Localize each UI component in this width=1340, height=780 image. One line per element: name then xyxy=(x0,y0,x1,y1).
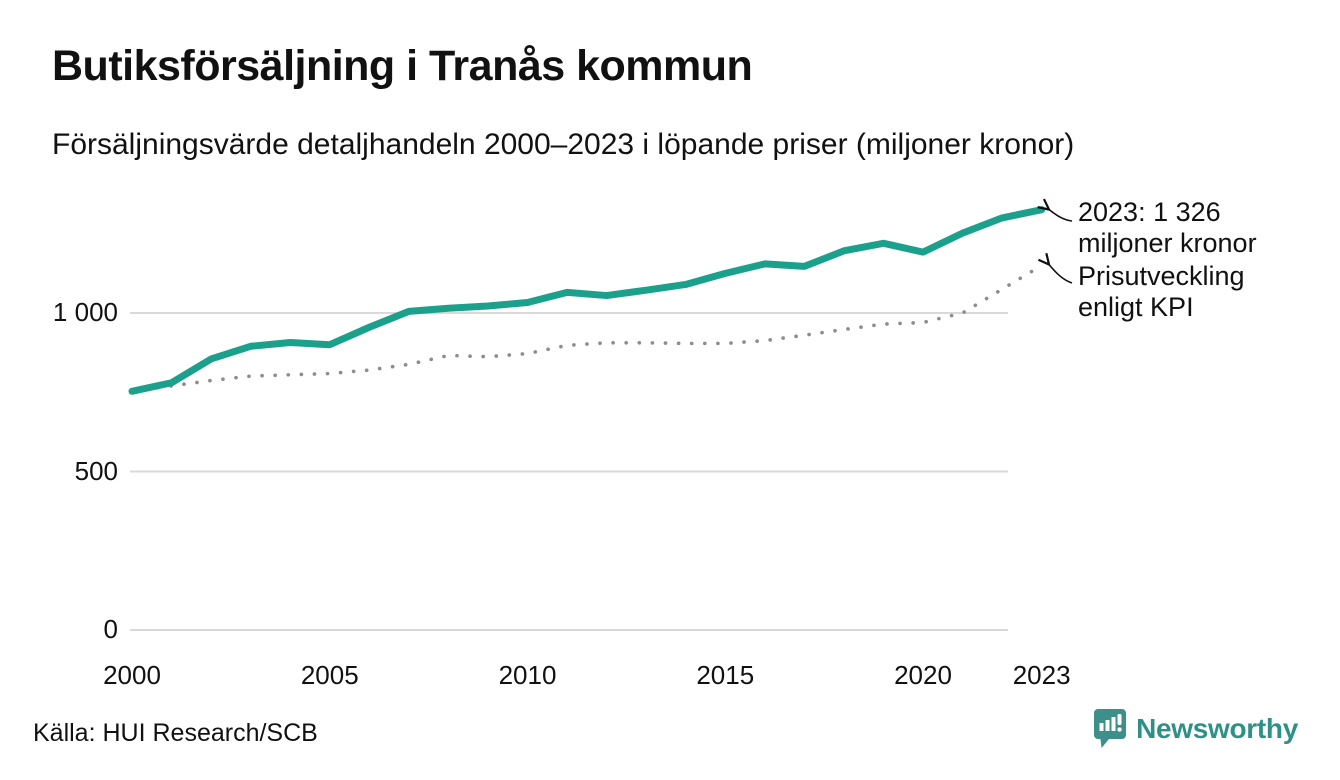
y-tick-label-0: 0 xyxy=(103,614,118,644)
annotation-sales-value: 2023: 1 326 miljoner kronor xyxy=(1078,197,1257,259)
gridlines xyxy=(130,312,1008,631)
x-tick-label-2000: 2000 xyxy=(103,660,161,690)
x-tick-label-2010: 2010 xyxy=(498,660,557,690)
newsworthy-logo-icon xyxy=(1094,709,1127,748)
x-tick-label-2005: 2005 xyxy=(300,660,359,690)
x-tick-label-2015: 2015 xyxy=(696,660,755,690)
annotation-kpi-label: Prisutveckling enligt KPI xyxy=(1078,261,1245,323)
series-line-sales xyxy=(128,206,1046,395)
page-title: Butiksförsäljning i Tranås kommun xyxy=(52,42,753,90)
newsworthy-logo: Newsworthy xyxy=(1093,708,1298,750)
annotation-sales-line2: miljoner kronor xyxy=(1078,228,1257,258)
arrow-to-sales-line xyxy=(1049,210,1073,222)
annotation-kpi-line2: enligt KPI xyxy=(1078,292,1194,322)
data-series xyxy=(128,206,1046,395)
series-line-kpi xyxy=(130,263,1044,394)
x-tick-label-2023: 2023 xyxy=(1012,660,1071,690)
y-tick-label-500: 500 xyxy=(74,455,118,486)
arrow-to-kpi-line xyxy=(1049,265,1073,284)
annotation-kpi-line1: Prisutveckling xyxy=(1078,261,1245,291)
x-tick-label-2020: 2020 xyxy=(894,660,952,690)
page-subtitle: Försäljningsvärde detaljhandeln 2000–202… xyxy=(52,128,1075,161)
y-tick-label-1000: 1 000 xyxy=(52,297,118,327)
newsworthy-logo-text: Newsworthy xyxy=(1136,713,1298,744)
annotation-sales-line1: 2023: 1 326 xyxy=(1078,197,1221,227)
annotation-arrows xyxy=(1049,210,1073,284)
source-caption: Källa: HUI Research/SCB xyxy=(33,719,318,747)
